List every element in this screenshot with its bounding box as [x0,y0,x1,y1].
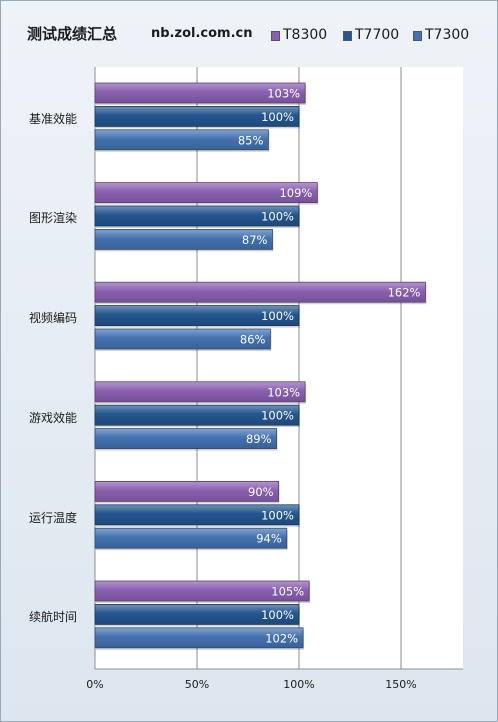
bar-t7300-1 [94,228,273,250]
x-tick-label-0: 0% [86,678,104,691]
bar-label-t7300-3: 89% [246,432,272,446]
bar-label-t7700-1: 100% [261,210,294,224]
bar-t7700-5 [94,604,300,625]
legend-swatch-t8300 [271,31,280,41]
bar-t8300-3 [94,381,306,403]
bar-label-t8300-0: 103% [267,87,300,101]
bar-label-t7700-2: 100% [261,309,294,323]
category-label-3: 游戏效能 [28,411,77,425]
x-tick-label-1: 50% [184,678,210,691]
bar-t7300-4 [94,527,288,549]
bar-label-t7300-0: 85% [238,133,264,147]
bar-label-t7300-4: 94% [256,532,282,546]
legend-label-t7700: T7700 [355,27,400,43]
bar-t7700-4 [94,504,300,526]
bar-t8300-1 [94,182,318,204]
bar-label-t7700-4: 100% [261,508,294,522]
bar-t8300-0 [94,82,306,104]
bar-label-t7300-2: 86% [240,333,266,347]
legend-swatch-t7700 [343,31,352,41]
bar-label-t7700-0: 100% [261,110,294,124]
legend-swatch-t7300 [413,31,422,41]
bar-t7700-1 [94,205,300,227]
bar-t8300-2 [94,281,426,303]
bar-label-t7300-5: 102% [265,631,298,645]
bar-t8300-4 [94,480,280,502]
bar-t7300-3 [94,428,277,450]
bar-label-t8300-1: 109% [279,186,312,200]
chart-source: nb.zol.com.cn [151,26,253,41]
category-label-0: 基准效能 [28,112,77,126]
bar-label-t7300-1: 87% [242,233,268,247]
bar-label-t8300-4: 90% [248,485,274,499]
category-label-1: 图形渲染 [28,211,77,225]
legend-label-t7300: T7300 [425,27,470,43]
plot-background [95,67,463,669]
bar-label-t8300-3: 103% [267,385,300,399]
chart-title: 测试成绩汇总 [27,25,118,43]
x-tick-label-3: 150% [385,678,417,691]
bar-label-t7700-3: 100% [261,409,294,423]
bar-t8300-5 [94,580,310,602]
category-label-5: 续航时间 [28,610,77,624]
bar-t7300-2 [94,328,271,350]
category-label-4: 运行温度 [28,511,77,525]
bar-label-t7700-5: 100% [261,608,294,622]
bar-t7700-2 [94,305,300,327]
bar-label-t8300-5: 105% [271,585,304,599]
category-label-2: 视频编码 [28,311,77,325]
bar-t7700-3 [94,404,300,426]
bar-t7300-0 [94,129,269,151]
bar-t7300-5 [94,627,304,649]
bar-label-t8300-2: 162% [388,286,421,300]
bar-t7700-0 [94,106,300,127]
legend-label-t8300: T8300 [283,27,328,43]
x-tick-label-2: 100% [283,678,315,691]
